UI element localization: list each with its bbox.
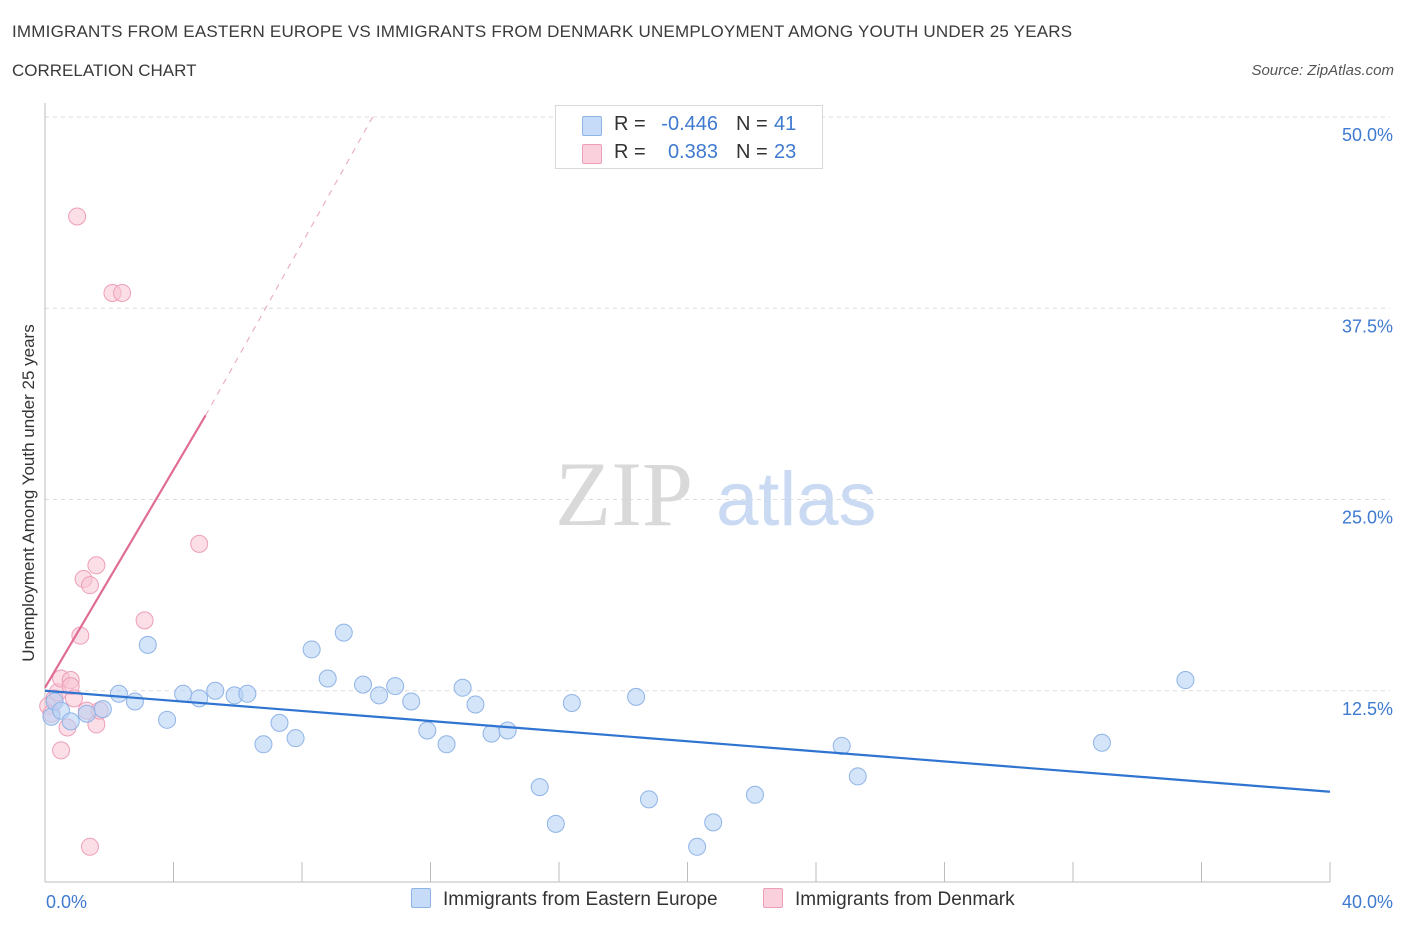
legend-label: Immigrants from Denmark xyxy=(795,889,1015,910)
x-tick-label: 40.0% xyxy=(1342,892,1393,912)
legend-item-denmark[interactable]: Immigrants from Denmark xyxy=(763,888,1015,911)
n-label: N = xyxy=(736,113,768,135)
chart-title: IMMIGRANTS FROM EASTERN EUROPE VS IMMIGR… xyxy=(12,22,1073,41)
eastern-europe-point xyxy=(238,684,257,703)
denmark-point xyxy=(190,534,209,553)
legend-swatch-pink xyxy=(763,888,783,908)
eastern-europe-point xyxy=(125,692,144,711)
denmark-trend-line xyxy=(44,414,207,689)
eastern-europe-point xyxy=(453,678,472,697)
denmark-point xyxy=(113,283,132,302)
tick-labels: 12.5% 25.0% 37.5% 50.0% 0.0% 40.0% xyxy=(46,125,1393,912)
eastern-europe-point xyxy=(832,736,851,755)
correlation-legend: R = -0.446 N = 41 R = 0.383 N = 23 xyxy=(555,105,823,169)
eastern-europe-point xyxy=(704,813,723,832)
eastern-europe-point xyxy=(158,710,177,729)
eastern-europe-point xyxy=(334,623,353,642)
denmark-trend-extension xyxy=(205,116,374,416)
eastern-europe-points xyxy=(42,623,1195,856)
y-axis-label: Unemployment Among Youth under 25 years xyxy=(19,324,38,661)
n-value: 41 xyxy=(774,113,797,135)
eastern-europe-point xyxy=(174,684,193,703)
denmark-point xyxy=(135,611,154,630)
eastern-europe-point xyxy=(386,677,405,696)
legend-label: Immigrants from Eastern Europe xyxy=(443,889,718,910)
n-value: 23 xyxy=(774,141,797,163)
eastern-europe-point xyxy=(93,700,112,719)
eastern-europe-point xyxy=(77,704,96,723)
source-label: Source: ZipAtlas.com xyxy=(1251,62,1394,79)
eastern-europe-point xyxy=(627,687,646,706)
denmark-point xyxy=(68,207,87,226)
eastern-europe-point xyxy=(370,686,389,705)
watermark-atlas: atlas xyxy=(716,457,877,542)
eastern-europe-point xyxy=(354,675,373,694)
eastern-europe-point xyxy=(482,724,501,743)
eastern-europe-point xyxy=(437,735,456,754)
eastern-europe-point xyxy=(61,712,80,731)
eastern-europe-point xyxy=(270,713,289,732)
eastern-europe-point xyxy=(402,692,421,711)
r-label: R = xyxy=(614,141,646,163)
eastern-europe-point xyxy=(546,814,565,833)
eastern-europe-point xyxy=(745,785,764,804)
trend-lines xyxy=(44,116,1331,793)
eastern-europe-point xyxy=(498,721,517,740)
eastern-europe-point xyxy=(1092,733,1111,752)
eastern-europe-point xyxy=(302,640,321,659)
legend-item-eastern-europe[interactable]: Immigrants from Eastern Europe xyxy=(411,888,718,911)
y-tick-label: 12.5% xyxy=(1342,699,1393,719)
denmark-point xyxy=(52,741,71,760)
eastern-europe-point xyxy=(848,767,867,786)
eastern-europe-point xyxy=(318,669,337,688)
eastern-europe-point xyxy=(138,635,157,654)
eastern-europe-point xyxy=(1176,671,1195,690)
eastern-europe-point xyxy=(688,837,707,856)
denmark-points xyxy=(39,207,209,856)
eastern-europe-trend-line xyxy=(44,689,1331,793)
denmark-point xyxy=(80,837,99,856)
watermark: ZIP atlas xyxy=(555,443,877,545)
grid-lines xyxy=(45,116,1390,692)
denmark-point xyxy=(87,556,106,575)
y-tick-label: 37.5% xyxy=(1342,316,1393,336)
legend-swatch-pink xyxy=(582,144,602,164)
eastern-europe-point xyxy=(254,735,273,754)
legend-swatch-blue xyxy=(582,116,602,136)
y-tick-label: 25.0% xyxy=(1342,508,1393,528)
denmark-point xyxy=(80,576,99,595)
eastern-europe-point xyxy=(639,790,658,809)
chart-subtitle: CORRELATION CHART xyxy=(12,61,197,80)
eastern-europe-point xyxy=(109,684,128,703)
r-value: -0.446 xyxy=(661,113,718,135)
eastern-europe-point xyxy=(530,778,549,797)
eastern-europe-point xyxy=(466,695,485,714)
eastern-europe-point xyxy=(286,729,305,748)
r-label: R = xyxy=(614,113,646,135)
eastern-europe-point xyxy=(562,693,581,712)
watermark-zip: ZIP xyxy=(555,443,693,545)
r-value: 0.383 xyxy=(667,141,718,163)
eastern-europe-point xyxy=(206,681,225,700)
legend-swatch-blue xyxy=(411,888,431,908)
n-label: N = xyxy=(736,141,768,163)
x-tick-label: 0.0% xyxy=(46,892,87,912)
eastern-europe-point xyxy=(418,721,437,740)
axes xyxy=(44,103,1331,883)
y-tick-label: 50.0% xyxy=(1342,125,1393,145)
